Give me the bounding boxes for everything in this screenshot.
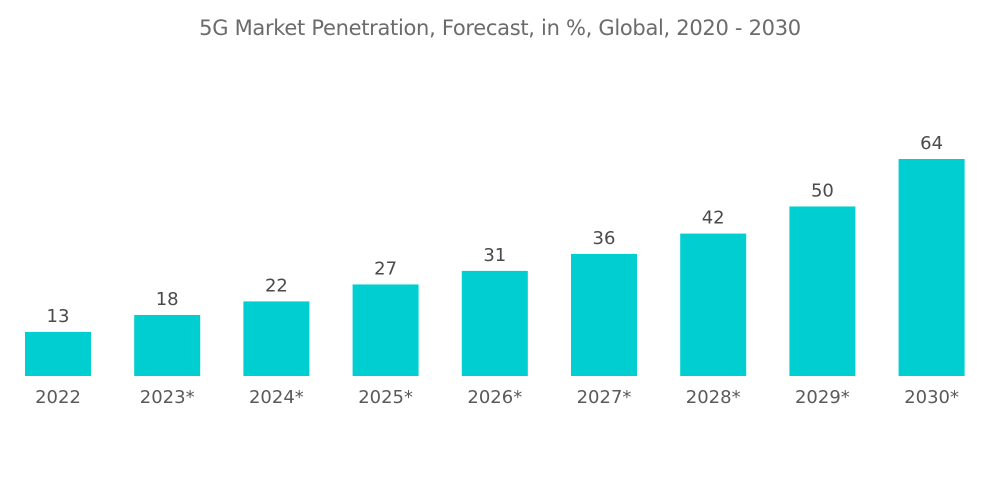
bar-2024 xyxy=(243,301,310,376)
value-label: 31 xyxy=(483,245,506,266)
category-label: 2029* xyxy=(795,387,850,408)
bar-2027 xyxy=(571,253,637,376)
value-label: 13 xyxy=(47,306,70,327)
bar-2028 xyxy=(680,233,747,376)
bars-group xyxy=(25,159,965,376)
category-label: 2025* xyxy=(358,387,413,408)
bar-2023 xyxy=(134,314,201,376)
category-labels-group: 2022 2023* 2024* 2025* 2026* 2027* 2028* 2029* 2… xyxy=(35,387,959,408)
value-label: 18 xyxy=(156,289,179,310)
bar-2029 xyxy=(789,206,856,376)
bar-2025 xyxy=(352,284,419,376)
bar-2022 xyxy=(25,331,91,376)
value-label: 22 xyxy=(265,275,288,296)
value-label: 42 xyxy=(702,208,725,229)
value-label: 64 xyxy=(920,133,943,154)
category-label: 2027* xyxy=(577,387,632,408)
category-label: 2026* xyxy=(467,387,522,408)
category-label: 2023* xyxy=(140,387,195,408)
value-label: 27 xyxy=(374,258,397,279)
bar-2030 xyxy=(898,159,965,376)
value-labels-group: 13 18 22 27 31 36 42 50 64 xyxy=(47,133,944,327)
category-label: 2022 xyxy=(35,387,81,408)
value-label: 50 xyxy=(811,180,834,201)
bar-2026 xyxy=(461,270,528,376)
category-label: 2024* xyxy=(249,387,304,408)
category-label: 2028* xyxy=(686,387,741,408)
value-label: 36 xyxy=(593,228,616,249)
chart-title: 5G Market Penetration, Forecast, in %, G… xyxy=(199,16,801,40)
category-label: 2030* xyxy=(904,387,959,408)
